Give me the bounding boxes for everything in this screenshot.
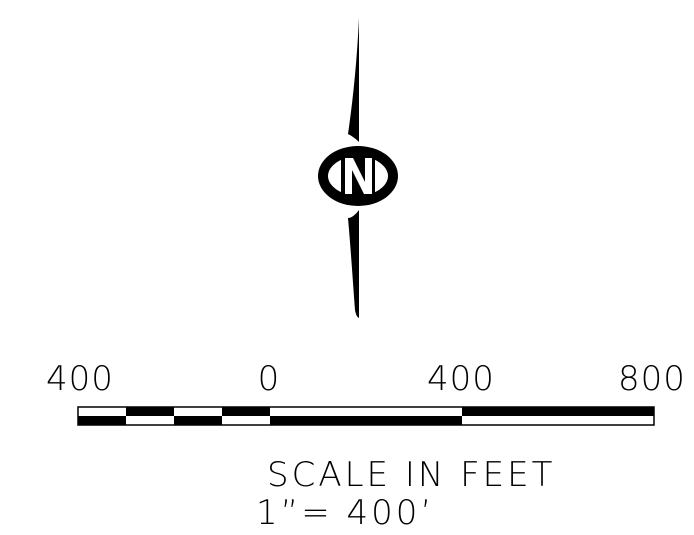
north-arrow: N: [318, 18, 398, 318]
scale-bar-segments: [77, 406, 655, 426]
scale-tick-label-left-400: 400: [46, 359, 114, 399]
scale-segment-lower-4: [270, 416, 462, 425]
scale-segment-lower-3: [222, 416, 270, 425]
scale-segment-lower-1: [126, 416, 174, 425]
scale-segment-lower-0: [78, 416, 126, 425]
scale-tick-label-zero: 0: [258, 359, 281, 399]
scale-title: SCALE IN FEET: [267, 455, 555, 495]
north-arrow-lower-needle: [348, 210, 359, 318]
north-emblem-icon: [318, 146, 398, 206]
scale-tick-labels: 400 0 400 800: [46, 359, 686, 399]
scale-bar-outline: [77, 406, 655, 426]
scale-ratio: 1”= 400’: [256, 493, 434, 533]
scale-segment-lower-2: [174, 416, 222, 425]
scale-tick-label-800: 800: [618, 359, 686, 399]
north-arrow-upper-needle: [348, 18, 359, 142]
scale-tick-label-right-400: 400: [427, 359, 495, 399]
scale-bar: 400 0 400 800 SCALE IN FEET 1”= 400’: [46, 359, 686, 533]
scale-segment-lower-5: [462, 416, 654, 425]
